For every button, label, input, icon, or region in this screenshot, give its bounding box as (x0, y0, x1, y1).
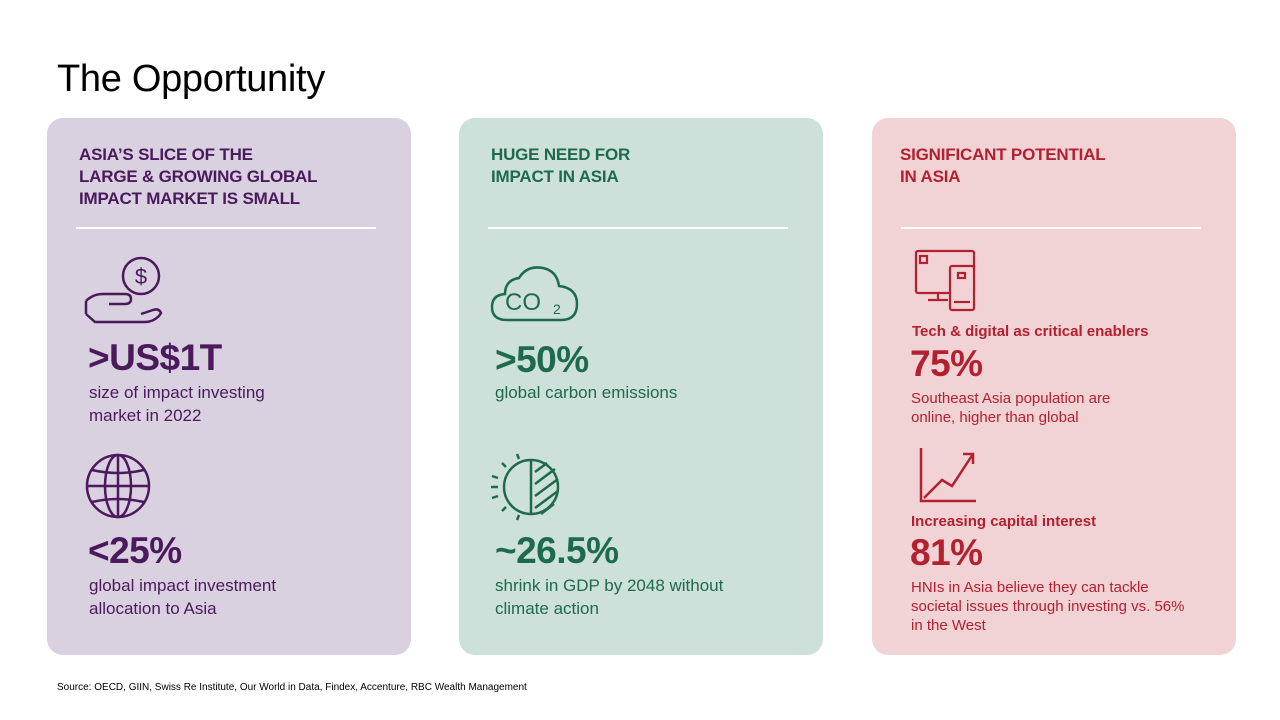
stat-description: shrink in GDP by 2048 without climate ac… (495, 574, 723, 620)
divider (901, 227, 1201, 229)
desc-line: Southeast Asia population are (911, 390, 1111, 407)
heading-line: IMPACT IN ASIA (491, 167, 619, 186)
desc-line: societal issues through investing vs. 56… (911, 598, 1185, 615)
divider (488, 227, 788, 229)
devices-icon (914, 249, 976, 312)
heading-line: IMPACT MARKET IS SMALL (79, 189, 300, 208)
stat-value: ~26.5% (495, 530, 619, 571)
heading-line: ASIA’S SLICE OF THE (79, 145, 253, 164)
stat-description: size of impact investing market in 2022 (89, 381, 265, 427)
card-need-for-impact: HUGE NEED FOR IMPACT IN ASIA CO 2 >50% g… (459, 118, 823, 655)
stat-label: Increasing capital interest (911, 513, 1097, 530)
svg-text:2: 2 (553, 301, 561, 317)
divider (76, 227, 376, 229)
stat-value: 81% (910, 532, 983, 573)
desc-line: market in 2022 (89, 406, 202, 425)
svg-text:$: $ (135, 264, 147, 289)
desc-line: climate action (495, 599, 599, 618)
heading-line: IN ASIA (900, 167, 961, 186)
growth-chart-icon (919, 448, 976, 503)
stat-value: <25% (88, 530, 182, 571)
desc-line: in the West (911, 617, 986, 634)
desc-line: allocation to Asia (89, 599, 217, 618)
hand-dollar-icon: $ (84, 256, 163, 324)
co2-cloud-icon: CO 2 (490, 266, 579, 322)
heading-line: HUGE NEED FOR (491, 145, 631, 164)
card-asia-slice: ASIA’S SLICE OF THE LARGE & GROWING GLOB… (47, 118, 411, 655)
card-heading: HUGE NEED FOR IMPACT IN ASIA (491, 144, 791, 188)
stat-label: Tech & digital as critical enablers (912, 323, 1149, 340)
heading-line: LARGE & GROWING GLOBAL (79, 167, 318, 186)
source-footnote: Source: OECD, GIIN, Swiss Re Institute, … (57, 682, 527, 693)
desc-line: global impact investment (89, 576, 277, 595)
page-title: The Opportunity (57, 58, 325, 100)
stat-value: >50% (495, 339, 589, 380)
globe-icon (85, 453, 151, 519)
card-significant-potential: SIGNIFICANT POTENTIAL IN ASIA Tech & dig… (872, 118, 1236, 655)
card-heading: ASIA’S SLICE OF THE LARGE & GROWING GLOB… (79, 144, 379, 210)
desc-line: size of impact investing (89, 383, 265, 402)
desc-line: online, higher than global (911, 409, 1079, 426)
stat-value: 75% (910, 343, 983, 384)
stat-description: global impact investment allocation to A… (89, 574, 276, 620)
desc-line: HNIs in Asia believe they can tackle (911, 579, 1149, 596)
card-heading: SIGNIFICANT POTENTIAL IN ASIA (900, 144, 1200, 188)
half-sun-icon (491, 453, 560, 521)
stat-value: >US$1T (88, 337, 222, 378)
stat-description: HNIs in Asia believe they can tackle soc… (911, 578, 1184, 635)
desc-line: global carbon emissions (495, 383, 678, 402)
stat-description: global carbon emissions (495, 381, 677, 404)
heading-line: SIGNIFICANT POTENTIAL (900, 145, 1106, 164)
desc-line: shrink in GDP by 2048 without (495, 576, 724, 595)
stat-description: Southeast Asia population are online, hi… (911, 389, 1110, 427)
svg-text:CO: CO (505, 289, 541, 316)
